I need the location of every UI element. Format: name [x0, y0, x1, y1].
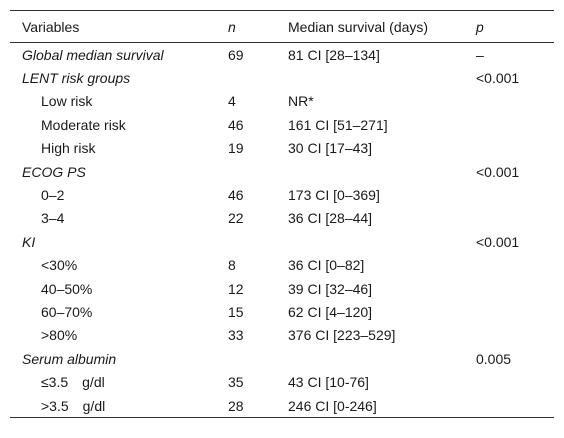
cell-p	[464, 277, 554, 300]
cell-variable: High risk	[41, 140, 96, 157]
header-row: Variables n Median survival (days) p	[10, 10, 554, 43]
table-row: >3.5 g/dl 28 246 CI [0-246]	[10, 394, 554, 418]
cell-variable: 40–50%	[41, 280, 93, 297]
cell-median-survival: 36 CI [0–82]	[288, 257, 365, 274]
table-body: Global median survival 69 81 CI [28–134] – L…	[10, 43, 554, 418]
cell-p	[464, 394, 554, 418]
cell-variable: 0–2	[41, 187, 65, 204]
table-row: 0–2 46 173 CI [0–369]	[10, 183, 554, 206]
cell-n: 22	[228, 210, 244, 227]
cell-median-survival: 43 CI [10-76]	[288, 374, 369, 391]
cell-n: 4	[228, 93, 236, 110]
cell-n: 8	[228, 257, 236, 274]
table-row: Low risk 4 NR*	[10, 90, 554, 113]
cell-n	[216, 66, 276, 89]
cell-median-survival	[276, 160, 464, 183]
table-row: ECOG PS <0.001	[10, 160, 554, 183]
cell-n: 46	[228, 116, 244, 133]
cell-n: 19	[228, 140, 244, 157]
cell-median-survival: 246 CI [0-246]	[288, 397, 377, 414]
cell-n: 12	[228, 280, 244, 297]
cell-p: <0.001	[476, 70, 520, 87]
header-n: n	[228, 18, 236, 35]
cell-variable: >3.5 g/dl	[41, 397, 106, 414]
cell-n	[216, 160, 276, 183]
cell-median-survival: 161 CI [51–271]	[288, 116, 388, 133]
table-row: KI <0.001	[10, 230, 554, 253]
survival-table: Variables n Median survival (days) p Glo…	[10, 10, 554, 418]
cell-variable: >80%	[41, 327, 78, 344]
header-median-survival: Median survival (days)	[288, 18, 429, 35]
cell-p	[464, 207, 554, 230]
cell-variable: Moderate risk	[41, 116, 126, 133]
header-variables: Variables	[22, 18, 80, 35]
table-row: High risk 19 30 CI [17–43]	[10, 137, 554, 160]
cell-n: 28	[228, 397, 244, 414]
cell-variable: ≤3.5 g/dl	[41, 374, 105, 391]
cell-variable: LENT risk groups	[22, 70, 131, 87]
cell-median-survival	[276, 66, 464, 89]
cell-variable: Global median survival	[22, 46, 164, 63]
cell-n: 33	[228, 327, 244, 344]
table-row: ≤3.5 g/dl 35 43 CI [10-76]	[10, 370, 554, 393]
cell-p: –	[476, 46, 484, 63]
cell-variable: <30%	[41, 257, 78, 274]
cell-median-survival: 39 CI [32–46]	[288, 280, 373, 297]
cell-variable: Low risk	[41, 93, 93, 110]
cell-variable: Serum albumin	[22, 350, 117, 367]
cell-n: 35	[228, 374, 244, 391]
cell-p	[464, 113, 554, 136]
cell-median-survival	[276, 230, 464, 253]
cell-median-survival: 62 CI [4–120]	[288, 303, 373, 320]
cell-p	[464, 254, 554, 277]
table-row: 3–4 22 36 CI [28–44]	[10, 207, 554, 230]
table-row: 60–70% 15 62 CI [4–120]	[10, 300, 554, 323]
cell-p: <0.001	[476, 163, 520, 180]
cell-p	[464, 370, 554, 393]
cell-median-survival: 81 CI [28–134]	[288, 46, 380, 63]
cell-p	[464, 300, 554, 323]
cell-variable: 60–70%	[41, 303, 93, 320]
cell-n: 15	[228, 303, 244, 320]
cell-median-survival: 30 CI [17–43]	[288, 140, 373, 157]
cell-median-survival: 36 CI [28–44]	[288, 210, 373, 227]
cell-n: 46	[228, 187, 244, 204]
cell-p	[464, 137, 554, 160]
table-row: LENT risk groups <0.001	[10, 66, 554, 89]
table-row: <30% 8 36 CI [0–82]	[10, 254, 554, 277]
table-row: Serum albumin 0.005	[10, 347, 554, 370]
cell-p	[464, 324, 554, 347]
header-p: p	[476, 18, 484, 35]
cell-n	[216, 347, 276, 370]
cell-variable: KI	[22, 233, 36, 250]
table-row: Moderate risk 46 161 CI [51–271]	[10, 113, 554, 136]
cell-n	[216, 230, 276, 253]
table-row: >80% 33 376 CI [223–529]	[10, 324, 554, 347]
cell-variable: 3–4	[41, 210, 65, 227]
cell-p: <0.001	[476, 233, 520, 250]
cell-p: 0.005	[476, 350, 512, 367]
cell-median-survival: 376 CI [223–529]	[288, 327, 396, 344]
cell-p	[464, 183, 554, 206]
cell-median-survival	[276, 347, 464, 370]
table-row: 40–50% 12 39 CI [32–46]	[10, 277, 554, 300]
cell-p	[464, 90, 554, 113]
table-row: Global median survival 69 81 CI [28–134] –	[10, 43, 554, 67]
cell-median-survival: NR*	[288, 93, 314, 110]
survival-table-container: Variables n Median survival (days) p Glo…	[10, 10, 554, 418]
cell-variable: ECOG PS	[22, 163, 86, 180]
cell-n: 69	[228, 46, 244, 63]
table-header: Variables n Median survival (days) p	[10, 10, 554, 43]
cell-median-survival: 173 CI [0–369]	[288, 187, 380, 204]
